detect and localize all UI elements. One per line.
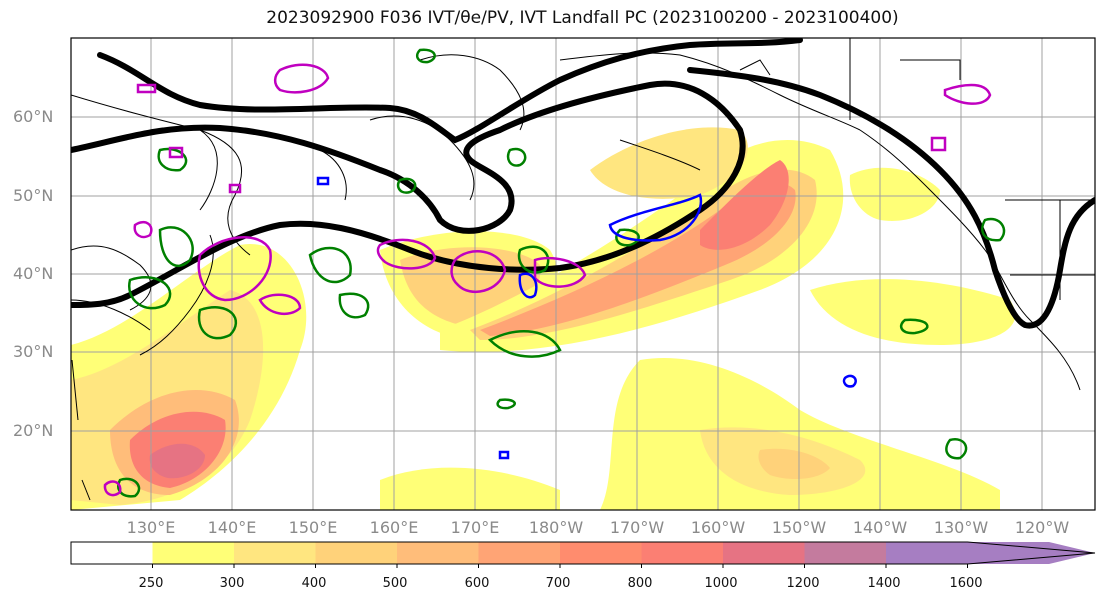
lon-label-120w: 120°W bbox=[1014, 518, 1070, 537]
blue-contours bbox=[316, 176, 857, 460]
colorbar-tick-label: 800 bbox=[627, 576, 653, 591]
lat-label-60: 60°N bbox=[13, 107, 54, 126]
lon-label-160e: 160°E bbox=[369, 518, 419, 537]
lon-label-130e: 130°E bbox=[126, 518, 176, 537]
colorbar-segment bbox=[641, 542, 724, 564]
lon-label-150e: 150°E bbox=[288, 518, 338, 537]
colorbar-outline bbox=[70, 541, 1096, 565]
colorbar-tick-label: 1400 bbox=[867, 576, 901, 591]
colorbar-tick-label: 400 bbox=[301, 576, 327, 591]
pv-contours bbox=[71, 38, 1095, 329]
colorbar bbox=[70, 541, 1096, 568]
colorbar-segment bbox=[234, 542, 316, 564]
lat-label-20: 20°N bbox=[13, 421, 54, 440]
map-title: 2023092900 F036 IVT/θe/PV, IVT Landfall … bbox=[266, 8, 899, 28]
map-panel bbox=[71, 38, 1095, 510]
coastlines bbox=[71, 38, 1095, 501]
colorbar-tick-label: 600 bbox=[464, 576, 490, 591]
lon-label-140e: 140°E bbox=[207, 518, 257, 537]
lon-label-160w: 160°W bbox=[690, 518, 746, 537]
colorbar-segment bbox=[723, 542, 805, 564]
lon-label-170e: 170°E bbox=[450, 518, 500, 537]
colorbar-tick-label: 250 bbox=[138, 576, 164, 591]
colorbar-segment bbox=[804, 542, 887, 564]
lon-label-140w: 140°W bbox=[852, 518, 908, 537]
colorbar-tick-label: 300 bbox=[219, 576, 245, 591]
colorbar-tick-label: 1200 bbox=[786, 576, 820, 591]
colorbar-segment bbox=[315, 542, 398, 564]
colorbar-segment bbox=[560, 542, 642, 564]
graticule bbox=[71, 38, 1095, 510]
lon-label-130w: 130°W bbox=[933, 518, 989, 537]
colorbar-tick-label: 1600 bbox=[949, 576, 983, 591]
lat-label-50: 50°N bbox=[13, 186, 54, 205]
colorbar-segment bbox=[71, 542, 153, 564]
lat-label-40: 40°N bbox=[13, 264, 54, 283]
colorbar-tick-label: 700 bbox=[545, 576, 571, 591]
ivt-pc-contours bbox=[103, 63, 992, 497]
theta-e-contours bbox=[117, 48, 1006, 498]
colorbar-segment bbox=[397, 542, 479, 564]
colorbar-tick-label: 1000 bbox=[704, 576, 738, 591]
colorbar-segment bbox=[478, 542, 561, 564]
lon-label-180w: 180°W bbox=[528, 518, 584, 537]
colorbar-segment bbox=[152, 542, 235, 564]
map-frame bbox=[70, 37, 1096, 511]
lon-label-170w: 170°W bbox=[609, 518, 665, 537]
lon-label-150w: 150°W bbox=[771, 518, 827, 537]
colorbar-segment bbox=[886, 542, 968, 564]
colorbar-extend-arrow bbox=[967, 542, 1095, 564]
ivt-shading bbox=[71, 127, 1016, 510]
lat-label-30: 30°N bbox=[13, 342, 54, 361]
colorbar-tick-label: 500 bbox=[382, 576, 408, 591]
